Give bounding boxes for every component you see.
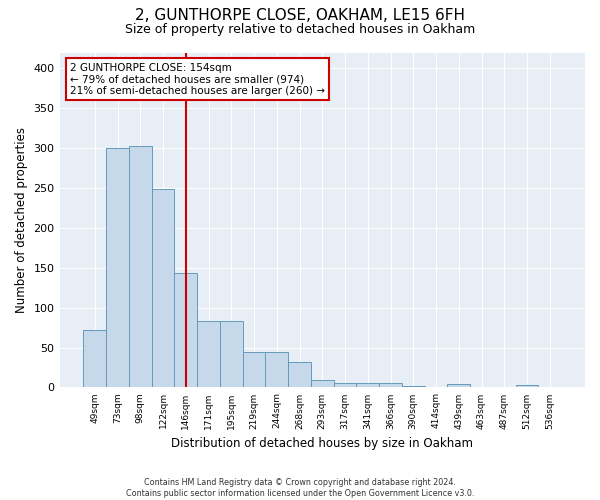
Text: Contains HM Land Registry data © Crown copyright and database right 2024.
Contai: Contains HM Land Registry data © Crown c… [126,478,474,498]
Bar [197,321,220,388]
Bar [379,382,402,388]
Y-axis label: Number of detached properties: Number of detached properties [15,127,28,313]
Bar [356,382,379,388]
Text: Size of property relative to detached houses in Oakham: Size of property relative to detached ho… [125,22,475,36]
Bar [175,272,197,388]
Bar [106,148,129,388]
X-axis label: Distribution of detached houses by size in Oakham: Distribution of detached houses by size … [171,437,473,450]
Bar [242,352,265,388]
Bar [220,321,242,388]
Bar [288,362,311,388]
Bar [515,385,538,388]
Bar [152,189,175,388]
Bar [402,386,425,388]
Bar [311,380,334,388]
Bar [83,330,106,388]
Bar [334,382,356,388]
Bar [448,384,470,388]
Bar [129,146,152,388]
Text: 2 GUNTHORPE CLOSE: 154sqm
← 79% of detached houses are smaller (974)
21% of semi: 2 GUNTHORPE CLOSE: 154sqm ← 79% of detac… [70,62,325,96]
Bar [265,352,288,388]
Text: 2, GUNTHORPE CLOSE, OAKHAM, LE15 6FH: 2, GUNTHORPE CLOSE, OAKHAM, LE15 6FH [135,8,465,22]
